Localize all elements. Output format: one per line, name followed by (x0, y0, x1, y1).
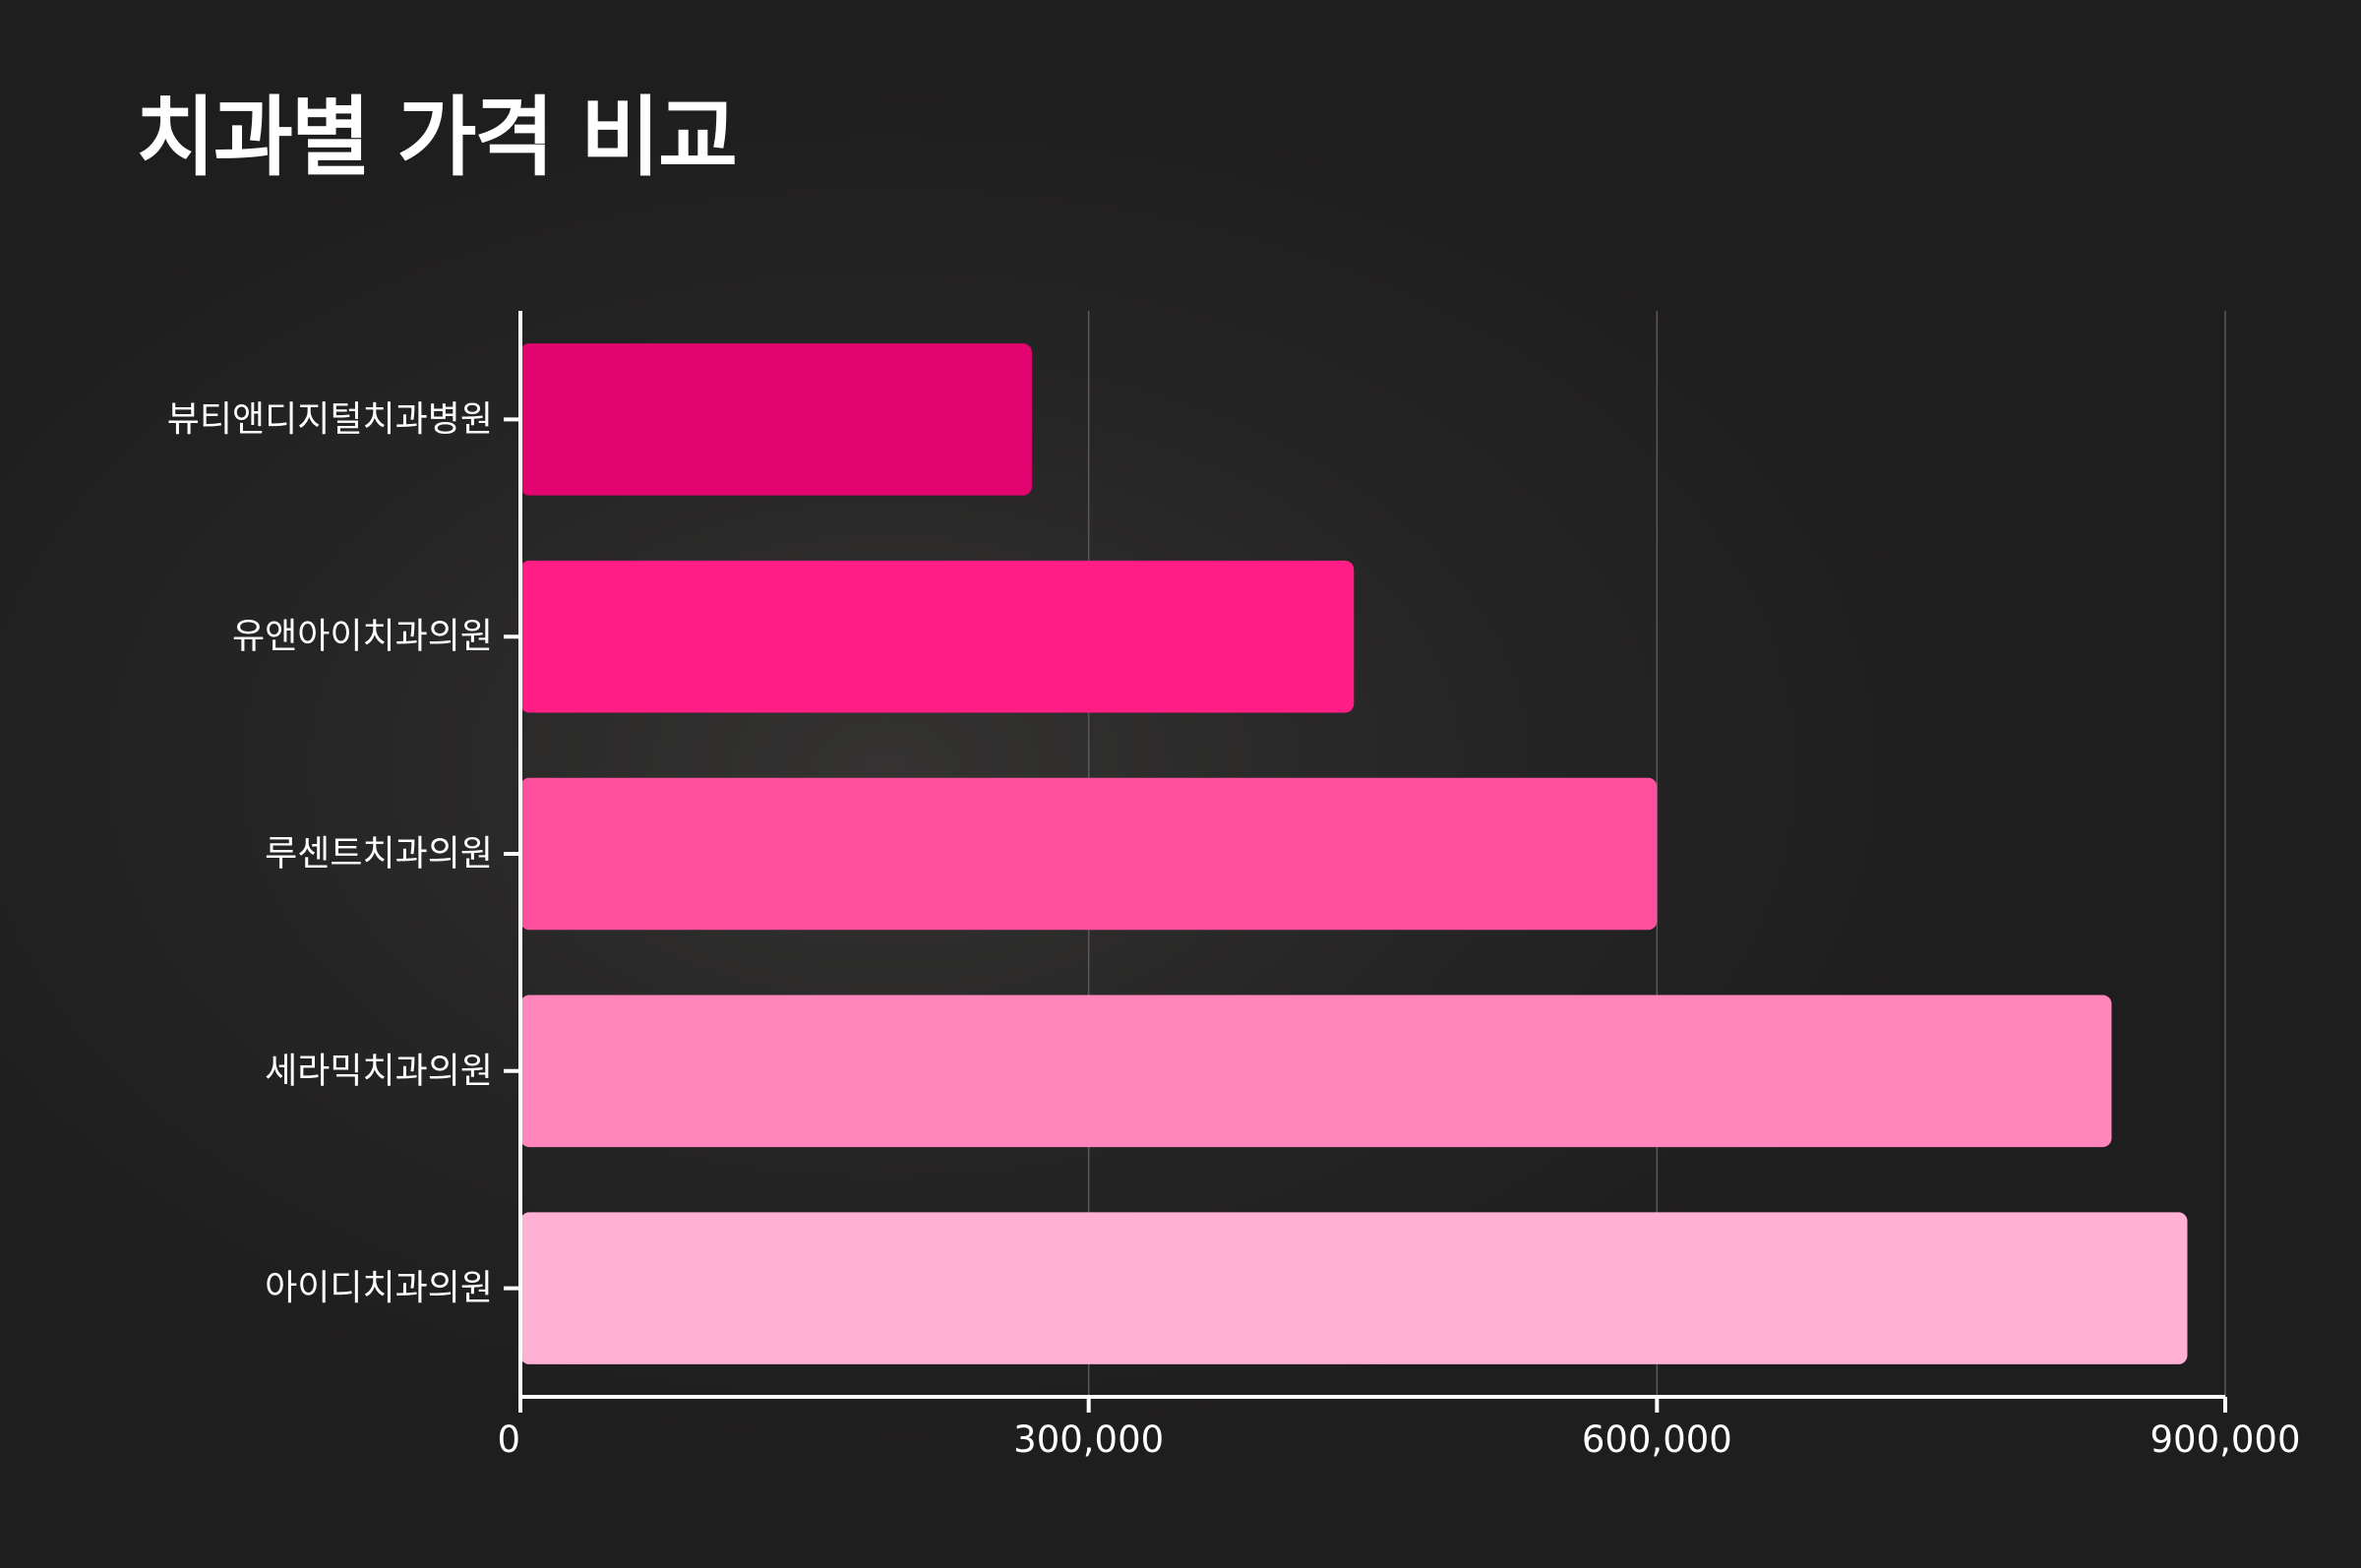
bar-1 (520, 343, 1032, 496)
x-tick-label-2: 600,000 (1582, 1418, 1732, 1461)
category-label-3: 루센트치과의원 (265, 834, 493, 874)
chart-title: 치과별 가격 비교 (136, 87, 738, 188)
x-tick-label-3: 900,000 (2149, 1418, 2300, 1461)
bar-5 (520, 1212, 2188, 1364)
x-tick-label-1: 300,000 (1013, 1418, 1164, 1461)
bar-2 (520, 560, 1355, 713)
axes (504, 311, 2227, 1413)
category-label-1: 뷰티앤디지털치과병원 (167, 399, 493, 440)
x-tick-label-0: 0 (497, 1418, 520, 1461)
category-label-5: 아이디치과의원 (265, 1268, 493, 1308)
bar-4 (520, 995, 2112, 1148)
bar-3 (520, 777, 1658, 931)
category-label-4: 세라믹치과의원 (265, 1051, 493, 1091)
category-label-2: 유앤아이치과의원 (232, 617, 493, 657)
bars (520, 343, 2188, 1364)
